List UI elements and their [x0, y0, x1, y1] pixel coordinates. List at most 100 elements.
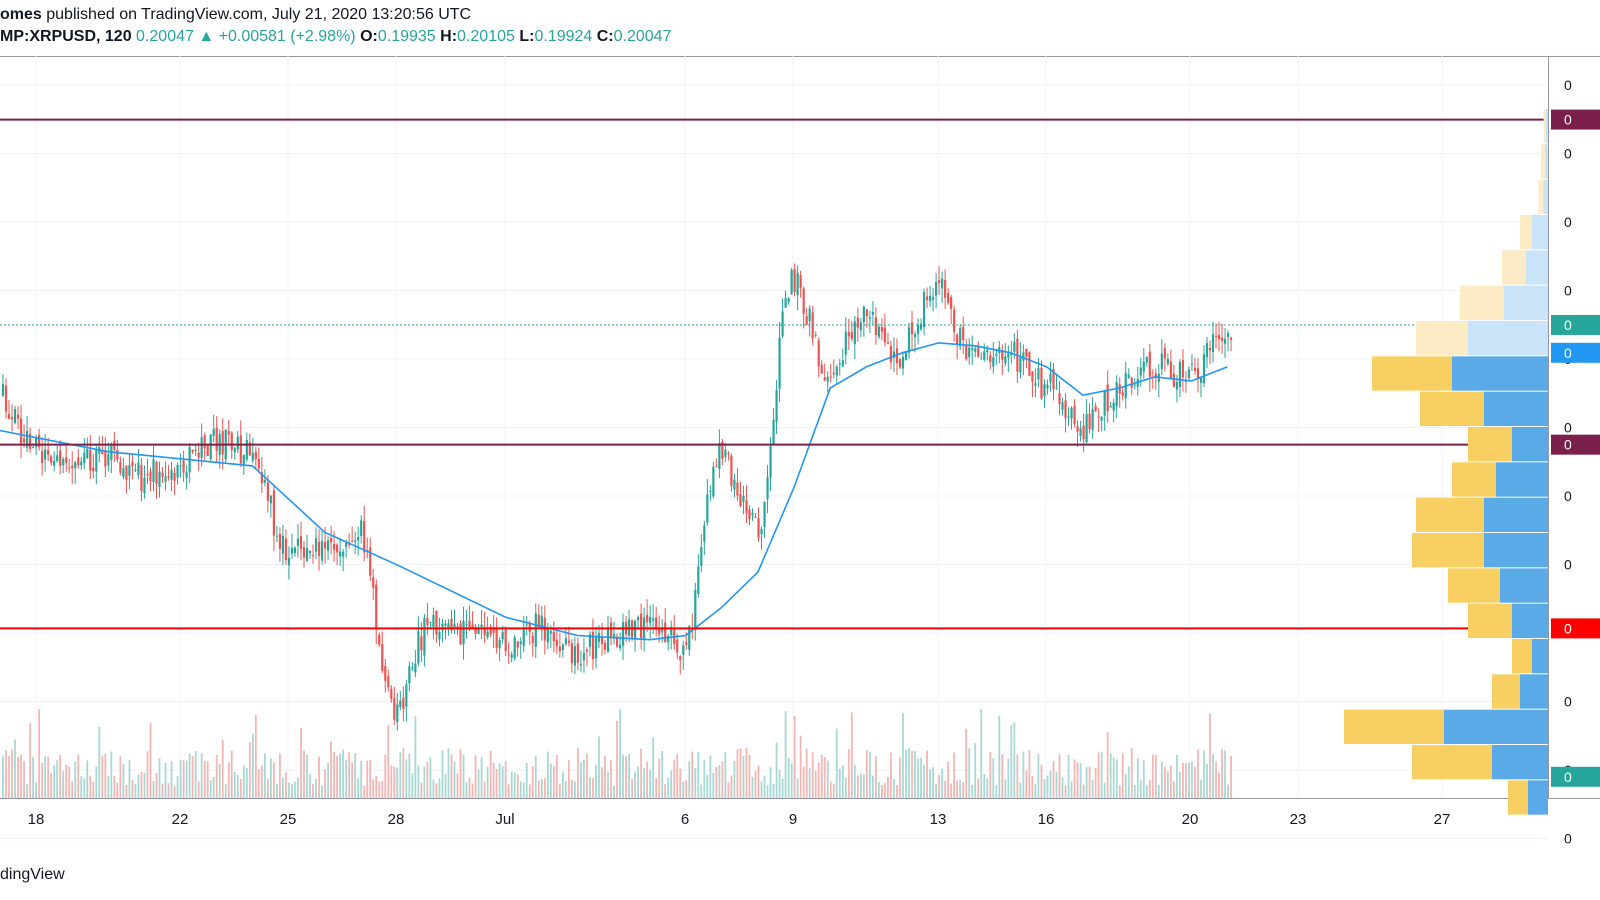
volume-bar: [263, 753, 266, 798]
volume-bar: [354, 753, 357, 798]
candle-body: [766, 477, 769, 500]
volume-bar: [507, 784, 510, 798]
volume-bar: [251, 733, 254, 798]
candle-body: [962, 326, 965, 340]
candle-body: [871, 311, 874, 315]
author-name[interactable]: omes: [0, 6, 42, 23]
candle-body: [257, 458, 260, 469]
volume-bar: [1112, 757, 1115, 798]
volume-bar: [227, 762, 230, 798]
volume-bar: [1019, 782, 1022, 798]
candle-body: [591, 631, 595, 660]
candle-body: [1082, 425, 1085, 439]
volume-bar: [224, 784, 227, 798]
candle-body: [772, 420, 775, 445]
candle-body: [778, 337, 781, 389]
volume-profile-down: [1538, 179, 1544, 214]
volume-bar: [580, 762, 582, 798]
candle-body: [1172, 373, 1175, 387]
volume-bar: [847, 749, 850, 798]
volume-bar: [1040, 764, 1043, 798]
candle-body: [417, 631, 420, 664]
candle-body: [992, 357, 995, 367]
volume-bar: [552, 765, 555, 798]
volume-bar: [751, 776, 754, 798]
candle-body: [212, 428, 215, 437]
symbol-label[interactable]: MP:XRPUSD, 120: [0, 28, 132, 45]
candle-body: [1091, 409, 1094, 430]
volume-profile-down: [1416, 321, 1468, 356]
volume-profile-up: [1484, 497, 1548, 532]
open-label: O:: [360, 28, 378, 45]
price-level-tag-label: 0: [1564, 317, 1572, 333]
candle-body: [910, 322, 914, 335]
volume-bar: [655, 778, 658, 798]
volume-bar: [489, 750, 492, 798]
candle-body: [676, 639, 679, 653]
volume-profile-down: [1416, 497, 1484, 532]
volume-bar: [1109, 753, 1112, 798]
candle-body: [889, 346, 893, 363]
candle-body: [1, 384, 5, 396]
volume-profile-down: [1520, 215, 1532, 250]
volume-profile-down: [1543, 109, 1546, 144]
candle-body: [387, 676, 390, 688]
volume-bar: [369, 759, 372, 798]
candle-body: [673, 627, 676, 644]
volume-bar: [56, 760, 59, 798]
candle-body: [1007, 353, 1010, 358]
candle-body: [1199, 378, 1203, 383]
volume-bar: [977, 778, 980, 798]
price-level-tag: [1551, 434, 1600, 455]
candle-body: [360, 520, 363, 536]
volume-bar: [859, 773, 862, 798]
candle-body: [1070, 408, 1073, 419]
volume-bar: [330, 741, 332, 798]
candle-body: [1223, 338, 1227, 344]
volume-bar: [1218, 772, 1220, 798]
volume-profile-down: [1412, 533, 1484, 568]
volume-bar: [733, 761, 736, 798]
volume-bar: [390, 765, 393, 798]
candle-body: [1133, 384, 1136, 386]
candle-body: [414, 663, 417, 673]
volume-bar: [1016, 754, 1019, 798]
price-level-tag: [1551, 109, 1600, 130]
candle-body: [399, 700, 402, 707]
volume-bar: [459, 748, 462, 798]
candle-body: [134, 469, 137, 471]
publish-info: omes published on TradingView.com, July …: [0, 6, 471, 24]
candle-body: [956, 334, 959, 345]
candle-body: [745, 500, 748, 514]
volume-bar: [664, 784, 667, 798]
price-chart[interactable]: 18222528Jul69131620232700000000000000000…: [0, 56, 1600, 856]
candle-body: [567, 640, 570, 643]
volume-bar: [817, 762, 820, 798]
candle-body: [317, 541, 321, 557]
volume-bar: [279, 753, 281, 798]
candle-body: [107, 454, 110, 466]
volume-bar: [998, 715, 1001, 798]
volume-bar: [471, 783, 474, 798]
volume-profile-down: [1502, 250, 1526, 285]
volume-bar: [694, 768, 697, 798]
candle-body: [649, 616, 652, 624]
volume-bar: [730, 775, 733, 798]
price-level-tag-label: 0: [1564, 345, 1572, 361]
volume-bar: [1200, 779, 1202, 798]
volume-profile-up: [1512, 427, 1548, 462]
volume-bar: [257, 769, 260, 798]
volume-bar: [480, 756, 483, 798]
volume-bar: [32, 757, 34, 798]
volume-bar: [23, 761, 25, 798]
price-tick-label: 0: [1564, 77, 1572, 93]
candle-body: [865, 309, 868, 317]
volume-bar: [462, 755, 465, 798]
candle-body: [947, 292, 950, 303]
time-tick-label: 13: [930, 811, 947, 828]
volume-bar: [1085, 766, 1088, 798]
candle-body: [549, 630, 552, 634]
volume-bar: [339, 753, 342, 798]
candle-body: [215, 427, 218, 451]
candle-body: [426, 618, 429, 626]
